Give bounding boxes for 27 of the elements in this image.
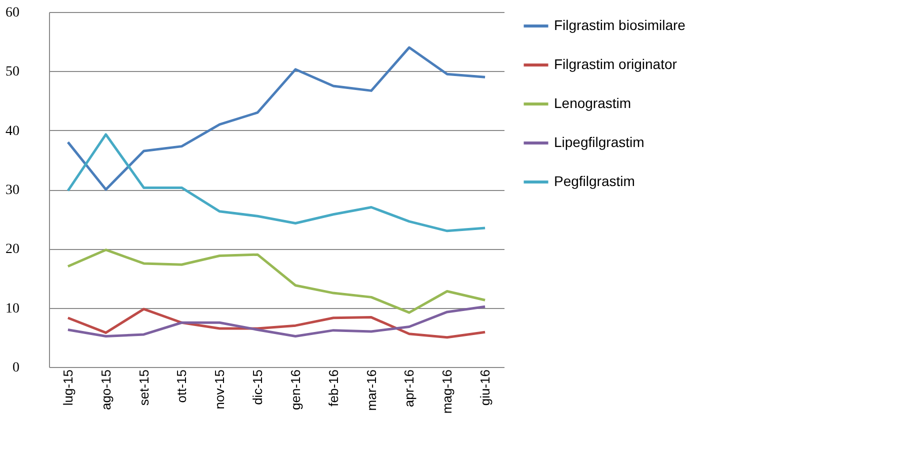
legend-label: Lipegfilgrastim	[554, 134, 644, 150]
x-tick-label: lug-15	[60, 370, 76, 406]
x-tick-label: mar-16	[364, 370, 379, 411]
legend-label: Filgrastim biosimilare	[554, 17, 686, 33]
y-tick-label: 40	[6, 124, 20, 139]
x-tick-label: nov-15	[212, 370, 228, 410]
x-tick-label: gen-16	[288, 370, 303, 410]
legend-label: Pegfilgrastim	[554, 173, 635, 189]
y-tick-label: 60	[6, 6, 20, 20]
x-tick-label: mag-16	[440, 370, 455, 414]
x-tick-label: apr-16	[402, 370, 417, 408]
x-tick-label: ago-15	[98, 370, 114, 410]
y-tick-label: 0	[12, 360, 20, 376]
y-tick-label: 10	[6, 301, 20, 316]
line-series	[66, 46, 486, 191]
line-series	[66, 133, 486, 232]
x-tick-label: dic-15	[250, 370, 266, 405]
y-tick-label: 20	[6, 242, 20, 258]
y-tick-label: 30	[6, 183, 20, 198]
legend-label: Lenograstim	[554, 95, 632, 111]
x-tick-label: feb-16	[326, 370, 341, 406]
x-tick-label: giu-16	[478, 370, 493, 406]
x-tick-label: ott-15	[174, 370, 190, 403]
legend-label: Filgrastim originator	[554, 56, 678, 72]
y-tick-label: 50	[6, 64, 20, 80]
line-series	[66, 248, 486, 314]
x-tick-label: set-15	[136, 370, 152, 406]
